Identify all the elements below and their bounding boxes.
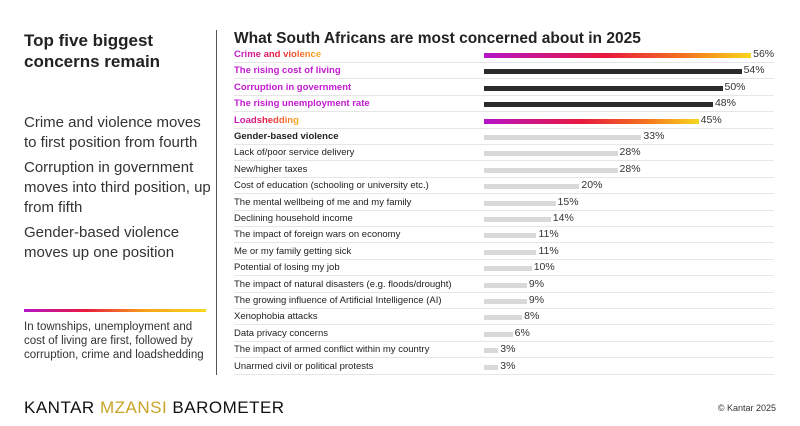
gradient-divider [24, 309, 206, 312]
value-label: 3% [500, 359, 516, 372]
bar [484, 69, 742, 75]
value-label: 28% [619, 146, 641, 159]
chart-row: Cost of education (schooling or universi… [234, 178, 774, 195]
vertical-divider [216, 30, 217, 375]
value-label: 48% [714, 97, 736, 110]
bar [484, 233, 537, 239]
bar [484, 249, 537, 255]
value-label: 45% [700, 113, 722, 126]
value-label: 56% [753, 48, 775, 60]
chart-row: Lack of/poor service delivery 28% [234, 145, 774, 162]
chart-row: Gender-based violence 33% [234, 129, 774, 145]
chart-row: Loadshedding 45% [234, 113, 774, 129]
kantar-mzansi-barometer-logo: KANTAR MZANSI BAROMETER [24, 398, 285, 417]
bar [484, 348, 499, 354]
copyright: © Kantar 2025 [717, 403, 776, 413]
value-label: 28% [619, 162, 641, 175]
category-label: The rising cost of living [234, 65, 341, 77]
chart-row: Data privacy concerns 6% [234, 326, 774, 342]
left-title: Top five biggest concerns remain [24, 31, 161, 71]
category-label: Unarmed civil or political protests [234, 360, 374, 372]
category-label: Me or my family getting sick [234, 245, 352, 257]
category-label: Lack of/poor service delivery [234, 147, 355, 159]
category-label: Loadshedding [234, 114, 299, 126]
bar [484, 200, 556, 206]
value-label: 11% [538, 244, 559, 257]
chart-row: The mental wellbeing of me and my family… [234, 195, 774, 211]
category-label: The impact of armed conflict within my c… [234, 344, 430, 356]
point-2: Corruption in government moves into thir… [24, 159, 211, 216]
bar [484, 315, 523, 321]
value-label: 9% [528, 277, 545, 290]
category-label: The growing influence of Artificial Inte… [234, 295, 442, 306]
chart-row: The rising cost of living 54% [234, 63, 774, 80]
chart-row: Me or my family getting sick 11% [234, 244, 774, 260]
category-label: The mental wellbeing of me and my family [234, 196, 412, 208]
bar [484, 102, 713, 108]
chart-row: The growing influence of Artificial Inte… [234, 293, 774, 309]
category-label: Xenophobia attacks [234, 311, 318, 323]
bar [484, 85, 723, 91]
point-3: Gender-based violence moves up one posit… [24, 224, 180, 261]
category-label: Declining household income [234, 213, 353, 224]
category-label: Corruption in government [234, 81, 352, 93]
bar [484, 331, 513, 337]
bar [484, 151, 618, 157]
value-label: 20% [581, 179, 603, 192]
chart-row: Declining household income 14% [234, 211, 774, 227]
value-label: 33% [643, 130, 665, 142]
category-label: The rising unemployment rate [234, 98, 370, 110]
bar [484, 53, 752, 58]
value-label: 54% [743, 64, 765, 77]
bar [484, 167, 618, 173]
category-label: Potential of losing my job [234, 262, 340, 274]
bar [484, 266, 532, 272]
category-label: The impact of natural disasters (e.g. fl… [234, 278, 452, 290]
chart-row: Unarmed civil or political protests 3% [234, 359, 774, 375]
value-label: 50% [724, 80, 746, 93]
value-label: 6% [514, 326, 530, 339]
category-label: New/higher taxes [234, 163, 308, 175]
category-label: Data privacy concerns [234, 327, 328, 339]
bar [484, 118, 699, 124]
bar [484, 282, 527, 288]
chart-row: The rising unemployment rate 48% [234, 96, 774, 113]
chart-row: The impact of natural disasters (e.g. fl… [234, 277, 774, 293]
value-label: 14% [552, 212, 574, 224]
value-label: 10% [533, 261, 555, 274]
category-label: Crime and violence [234, 49, 322, 60]
chart-row: The impact of foreign wars on economy 11% [234, 227, 774, 244]
category-label: Gender-based violence [234, 131, 339, 142]
bar [484, 135, 642, 140]
category-label: The impact of foreign wars on economy [234, 229, 401, 241]
value-label: 15% [557, 195, 579, 208]
chart-row: New/higher taxes 28% [234, 162, 774, 178]
bar [484, 299, 527, 304]
chart-row: Potential of losing my job 10% [234, 260, 774, 277]
bar [484, 184, 580, 190]
bar [484, 364, 499, 370]
value-label: 11% [538, 228, 559, 241]
chart-row: Crime and violence 56% [234, 47, 774, 63]
value-label: 9% [528, 294, 545, 306]
bar [484, 217, 551, 222]
point-1: Crime and violence moves to first positi… [24, 114, 201, 151]
value-label: 8% [524, 310, 540, 323]
chart-row: Xenophobia attacks 8% [234, 309, 774, 326]
chart-title: What South Africans are most concerned a… [234, 30, 641, 47]
value-label: 3% [500, 343, 516, 356]
chart-row: Corruption in government 50% [234, 80, 774, 96]
township-note: In townships, unemployment and cost of l… [24, 321, 204, 361]
chart-row: The impact of armed conflict within my c… [234, 342, 774, 359]
category-label: Cost of education (schooling or universi… [234, 180, 429, 192]
